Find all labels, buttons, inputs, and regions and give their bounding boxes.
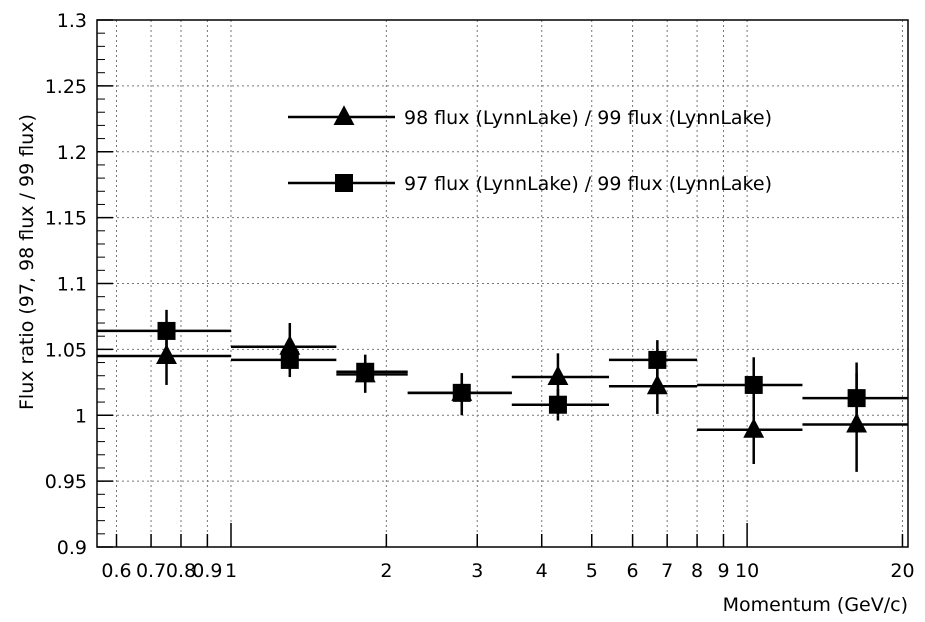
y-tick-label: 1.15 (45, 208, 87, 230)
x-tick-label: 20 (890, 560, 914, 582)
legend-label: 98 flux (LynnLake) / 99 flux (LynnLake) (404, 107, 772, 129)
y-tick-label: 1.3 (57, 10, 87, 32)
y-axis-label: Flux ratio (97, 98 flux / 99 flux) (16, 114, 38, 410)
x-tick-label: 2 (380, 560, 392, 582)
y-tick-label: 1.25 (45, 76, 87, 98)
square-marker (356, 362, 375, 381)
x-tick-label: 5 (586, 560, 598, 582)
square-marker (847, 389, 866, 408)
y-tick-label: 1 (75, 405, 87, 427)
x-tick-label: 9 (717, 560, 729, 582)
x-tick-label: 0.8 (166, 560, 196, 582)
triangle-marker (646, 374, 668, 395)
y-tick-label: 1.05 (45, 339, 87, 361)
data-points (97, 309, 908, 472)
x-tick-label: 10 (735, 560, 759, 582)
triangle-marker (547, 365, 569, 386)
square-marker (280, 350, 299, 369)
grid-lines (97, 20, 908, 547)
x-tick-label: 0.9 (192, 560, 222, 582)
triangle-marker (333, 105, 355, 125)
x-tick-label: 0.7 (136, 560, 166, 582)
x-tick-label: 8 (691, 560, 703, 582)
x-tick-label: 4 (536, 560, 548, 582)
square-marker (157, 321, 176, 340)
y-tick-label: 1.2 (57, 142, 87, 164)
square-marker (744, 375, 763, 394)
x-tick-label: 0.6 (101, 560, 131, 582)
plot-frame (96, 19, 909, 548)
square-marker (452, 383, 471, 402)
legend-label: 97 flux (LynnLake) / 99 flux (LynnLake) (404, 173, 772, 195)
triangle-marker (743, 417, 765, 438)
axis-ticks (97, 19, 904, 548)
square-marker (648, 350, 667, 369)
legend: 98 flux (LynnLake) / 99 flux (LynnLake) 9… (288, 105, 772, 195)
x-tick-label: 7 (661, 560, 673, 582)
y-tick-label: 0.95 (45, 471, 87, 493)
x-axis-label: Momentum (GeV/c) (723, 594, 908, 616)
square-marker (335, 174, 353, 192)
x-tick-label: 1 (225, 560, 237, 582)
x-tick-label: 3 (471, 560, 483, 582)
y-tick-label: 1.1 (57, 274, 87, 296)
square-marker (548, 395, 567, 414)
x-tick-label: 6 (627, 560, 639, 582)
y-tick-label: 0.9 (57, 537, 87, 559)
triangle-marker (156, 344, 177, 364)
